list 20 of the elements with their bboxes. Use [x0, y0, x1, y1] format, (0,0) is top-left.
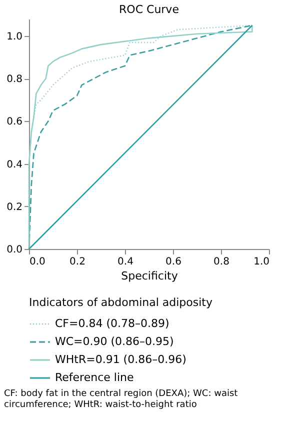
y-tick-label: 1.0 — [6, 32, 22, 43]
legend-label: WHtR=0.91 (0.86–0.96) — [55, 353, 186, 366]
x-tick-label: 1.0 — [254, 256, 270, 268]
y-tick-label: 0.8 — [6, 74, 22, 86]
x-tick-label: 0.0 — [30, 256, 46, 268]
chart-title: ROC Curve — [119, 3, 180, 16]
y-tick-label: 0.0 — [6, 244, 22, 256]
y-tick-label: 0.6 — [6, 116, 22, 128]
x-axis-title: Specificity — [121, 270, 178, 282]
legend-label: Reference line — [55, 371, 134, 384]
y-tick-label: 0.2 — [6, 202, 22, 213]
x-tick-label: 0.4 — [118, 256, 134, 268]
x-tick-label: 0.8 — [214, 256, 230, 268]
text: CF: body fat in the central region (DEXA); WC: waist circumference; WHtR: waist-to-height ratio — [4, 389, 238, 410]
y-tick-label: 0.4 — [6, 159, 22, 170]
legend-label: WC=0.90 (0.86–0.95) — [55, 335, 174, 348]
x-tick-label: 0.2 — [70, 256, 86, 268]
legend-label: CF=0.84 (0.78–0.89) — [55, 317, 170, 330]
x-tick-label: 0.6 — [166, 256, 182, 268]
legend-title: Indicators of abdominal adiposity — [29, 296, 213, 309]
